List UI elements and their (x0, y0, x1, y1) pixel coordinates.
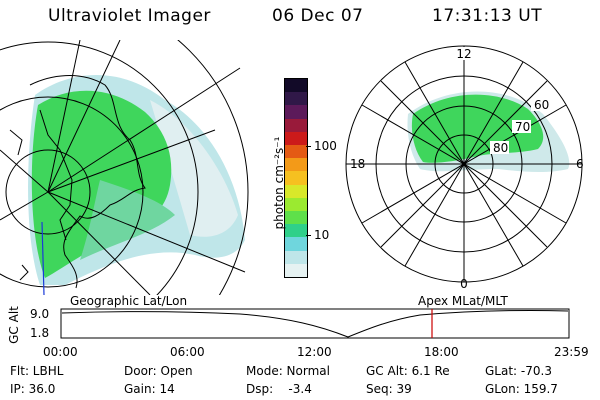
info-door: Door: Open (124, 364, 193, 378)
timeline-xtick-0600: 06:00 (170, 345, 205, 359)
colorbar-segment (285, 237, 307, 251)
lat-label-70: 70 (515, 120, 530, 134)
apex-label: Apex MLat/MLT (418, 294, 508, 308)
mlt-label-12: 12 (456, 47, 471, 61)
colorbar-segment (285, 263, 307, 277)
timeline-ytick-1.8: 1.8 (30, 326, 50, 340)
info-flt: Flt: LBHL (10, 364, 64, 378)
colorbar-segment (285, 171, 307, 185)
colorbar-tick-100: 100 (314, 139, 337, 153)
image-date: 06 Dec 07 (272, 6, 364, 26)
colorbar-segment (285, 197, 307, 211)
colorbar-tick-10-mark (306, 235, 311, 236)
geo-emission-lightcyan (150, 100, 238, 237)
colorbar-segment (285, 131, 307, 145)
geographic-map-panel (0, 40, 249, 295)
image-time: 17:31:13 UT (432, 6, 543, 26)
lat-label-80: 80 (493, 141, 508, 155)
info-mode: Mode: Normal (246, 364, 330, 378)
colorbar-segment (285, 224, 307, 238)
info-gc-alt: GC Alt: 6.1 Re (366, 364, 450, 378)
timeline-ylabel: GC Alt (7, 306, 21, 344)
colorbar-tick-100-mark (306, 146, 311, 147)
colorbar-segment (285, 184, 307, 198)
colorbar-gradient (285, 78, 307, 277)
timeline-ytick-9: 9.0 (30, 307, 50, 321)
coastline (9, 75, 146, 289)
mlt-label-6: 6 (576, 157, 584, 171)
colorbar-segment (285, 118, 307, 132)
geo-emission-teal (80, 180, 175, 260)
altitude-timeline (60, 308, 570, 339)
timeline-xtick-0000: 00:00 (43, 345, 78, 359)
colorbar-segment (285, 144, 307, 159)
app-title: Ultraviolet Imager (48, 6, 211, 26)
polar-emission-green (411, 94, 544, 163)
colorbar-unit-label: photon cm⁻²s⁻¹ (272, 136, 286, 230)
polar-mlt-plot: 12 18 6 0 60 70 80 (345, 45, 584, 291)
colorbar-tick-10: 10 (314, 228, 330, 242)
colorbar-segment (285, 210, 307, 225)
info-gain: Gain: 14 (124, 382, 175, 396)
altitude-curve (61, 309, 569, 338)
colorbar-segment (285, 78, 307, 93)
colorbar-segment (285, 250, 307, 264)
mlt-label-18: 18 (350, 157, 365, 171)
timeline-xtick-1800: 18:00 (424, 345, 459, 359)
colorbar-segment (285, 105, 307, 119)
lat-label-60: 60 (534, 98, 549, 112)
info-glat: GLat: -70.3 (485, 364, 552, 378)
info-dsp: Dsp: -3.4 (246, 382, 312, 396)
info-seq: Seq: 39 (366, 382, 412, 396)
info-ip: IP: 36.0 (10, 382, 56, 396)
geographic-label: Geographic Lat/Lon (70, 294, 188, 308)
colorbar-segment (285, 158, 307, 172)
info-glon: GLon: 159.7 (485, 382, 558, 396)
colorbar-segment (285, 92, 307, 106)
timeline-xtick-2359: 23:59 (554, 345, 589, 359)
mlt-label-0: 0 (460, 277, 468, 291)
timeline-xtick-1200: 12:00 (297, 345, 332, 359)
colorbar (284, 78, 308, 278)
